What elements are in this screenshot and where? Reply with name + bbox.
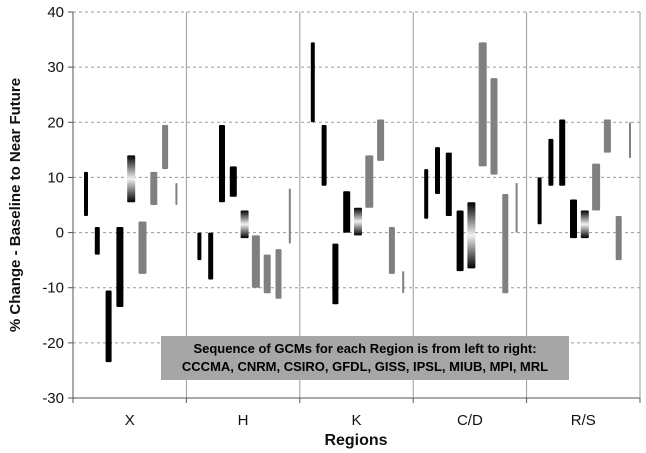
range-bar-cccma-h [197, 232, 202, 261]
y-tick-label: -10 [42, 280, 64, 297]
range-bar-mrl-k [402, 271, 405, 294]
x-axis-title: Regions [324, 432, 387, 449]
range-bar-cccma-cd [424, 169, 429, 219]
range-bar-mpi-x [162, 125, 169, 170]
range-bar-mrl-x [175, 182, 178, 205]
range-bar-mrl-h [288, 188, 291, 244]
x-tick-label: X [125, 412, 135, 429]
range-bar-mrl-rs [629, 122, 631, 159]
range-bar-ipsl-rs [592, 163, 601, 211]
range-bar-ipsl-x [138, 221, 147, 274]
x-tick-label: R/S [571, 412, 596, 429]
range-bar-csiro-cd [445, 152, 452, 217]
y-tick-label: 20 [47, 114, 64, 131]
x-tick-label: K [351, 412, 361, 429]
range-bar-cccma-k [310, 42, 315, 123]
range-bar-csiro-h [219, 125, 225, 203]
range-bar-miub-h [263, 254, 271, 294]
range-bar-gfdl-cd [456, 210, 464, 272]
y-axis-title: % Change - Baseline to Near Future [7, 78, 24, 332]
range-bar-cccma-rs [537, 177, 542, 225]
y-tick-label: 0 [56, 225, 64, 242]
range-bar-mpi-cd [502, 193, 509, 294]
range-bar-cnrm-k [321, 125, 327, 186]
range-bar-mpi-h [275, 249, 282, 299]
range-bar-csiro-k [332, 243, 339, 305]
gcm-sequence-note: Sequence of GCMs for each Region is from… [161, 336, 569, 380]
note-line-1: Sequence of GCMs for each Region is from… [193, 341, 537, 356]
x-tick-label: H [238, 412, 249, 429]
x-tick-labels: X H K C/D R/S [125, 412, 596, 429]
range-bar-cnrm-h [208, 232, 214, 280]
range-bar-mrl-cd [515, 182, 518, 233]
axes [68, 11, 641, 403]
range-bar-cnrm-x [94, 227, 100, 255]
region-separators [185, 12, 528, 398]
gridlines [73, 11, 640, 344]
x-tick-label: C/D [457, 412, 483, 429]
range-bar-giss-k [354, 207, 362, 236]
range-bar-miub-rs [603, 119, 611, 153]
range-bar-giss-cd [467, 202, 476, 269]
range-bar-gfdl-x [116, 227, 124, 308]
range-bar-ipsl-cd [478, 42, 487, 167]
range-bar-miub-cd [490, 78, 498, 175]
range-bar-csiro-rs [559, 119, 566, 186]
range-bar-cccma-x [84, 171, 88, 217]
range-bar-gfdl-k [343, 191, 351, 233]
range-bar-mpi-k [388, 227, 395, 274]
range-bar-csiro-x [105, 290, 112, 363]
range-bar-giss-rs [580, 210, 589, 239]
y-tick-label: 40 [47, 4, 64, 21]
range-bar-ipsl-k [365, 155, 374, 208]
range-bar-gfdl-rs [570, 199, 577, 239]
range-bar-cnrm-cd [435, 147, 440, 194]
range-bar-cnrm-rs [548, 138, 554, 186]
range-bar-miub-k [377, 119, 385, 161]
y-tick-label: 10 [47, 169, 64, 186]
y-tick-labels: -30 -20 -10 0 10 20 30 40 [42, 4, 64, 407]
range-bar-gfdl-h [229, 166, 237, 197]
range-bar-ipsl-h [251, 235, 260, 288]
range-bar-mpi-rs [615, 216, 622, 261]
range-bar-giss-h [240, 210, 249, 239]
y-tick-label: 30 [47, 59, 64, 76]
range-bar-giss-x [127, 155, 136, 203]
range-bars [84, 42, 631, 363]
note-line-2: CCCMA, CNRM, CSIRO, GFDL, GISS, IPSL, MI… [181, 359, 549, 374]
y-tick-label: -20 [42, 335, 64, 352]
range-bar-miub-x [150, 171, 158, 205]
y-tick-label: -30 [42, 390, 64, 407]
